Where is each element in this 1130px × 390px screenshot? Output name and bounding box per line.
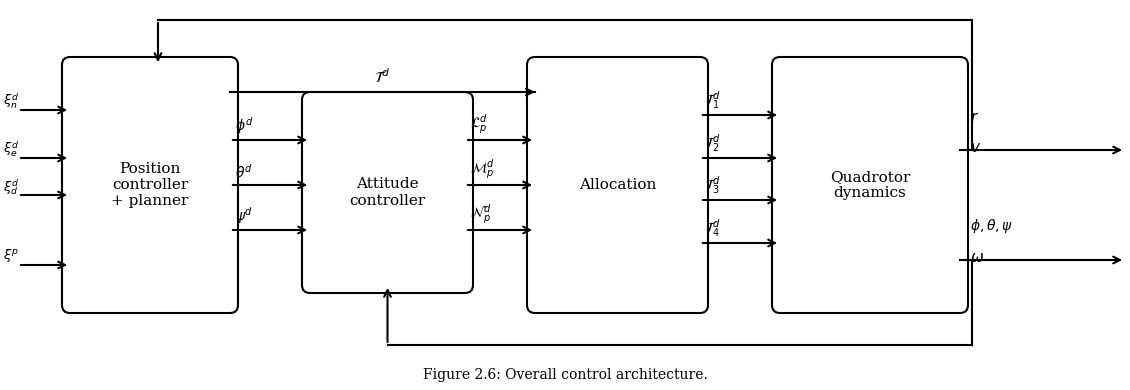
Text: $\xi^p$: $\xi^p$ (3, 247, 19, 264)
Text: $\mathcal{N}_p^d$: $\mathcal{N}_p^d$ (470, 202, 492, 226)
FancyBboxPatch shape (302, 92, 473, 293)
Text: Attitude
controller: Attitude controller (349, 177, 426, 207)
Text: $\omega$: $\omega$ (970, 250, 984, 265)
Text: $\mathcal{T}_2^d$: $\mathcal{T}_2^d$ (705, 132, 721, 154)
Text: $\phi^d$: $\phi^d$ (235, 115, 253, 136)
FancyBboxPatch shape (62, 57, 238, 313)
Text: $\phi, \theta, \psi$: $\phi, \theta, \psi$ (970, 217, 1014, 235)
Text: $\mathcal{T}_1^d$: $\mathcal{T}_1^d$ (705, 89, 721, 111)
Text: Allocation: Allocation (579, 178, 657, 192)
FancyBboxPatch shape (527, 57, 709, 313)
Text: Figure 2.6: Overall control architecture.: Figure 2.6: Overall control architecture… (423, 368, 707, 382)
Text: $\mathcal{T}_4^d$: $\mathcal{T}_4^d$ (705, 217, 721, 239)
Text: $\mathcal{T}_3^d$: $\mathcal{T}_3^d$ (705, 174, 721, 196)
Text: $\theta^d$: $\theta^d$ (235, 163, 253, 181)
Text: $\mathcal{L}_p^d$: $\mathcal{L}_p^d$ (470, 112, 488, 136)
Text: $v$: $v$ (970, 140, 981, 155)
Text: Position
controller
+ planner: Position controller + planner (112, 162, 189, 208)
Text: $r$: $r$ (970, 110, 979, 125)
Text: $\mathcal{T}^d$: $\mathcal{T}^d$ (374, 67, 391, 86)
Text: $\xi^d_d$: $\xi^d_d$ (3, 177, 19, 197)
Text: Quadrotor
dynamics: Quadrotor dynamics (829, 170, 910, 200)
Text: $\mathcal{M}_p^d$: $\mathcal{M}_p^d$ (470, 157, 495, 181)
Text: $\xi^d_e$: $\xi^d_e$ (3, 140, 19, 160)
FancyBboxPatch shape (772, 57, 968, 313)
Text: $\psi^d$: $\psi^d$ (235, 205, 253, 226)
Text: $\xi^d_n$: $\xi^d_n$ (3, 92, 19, 112)
